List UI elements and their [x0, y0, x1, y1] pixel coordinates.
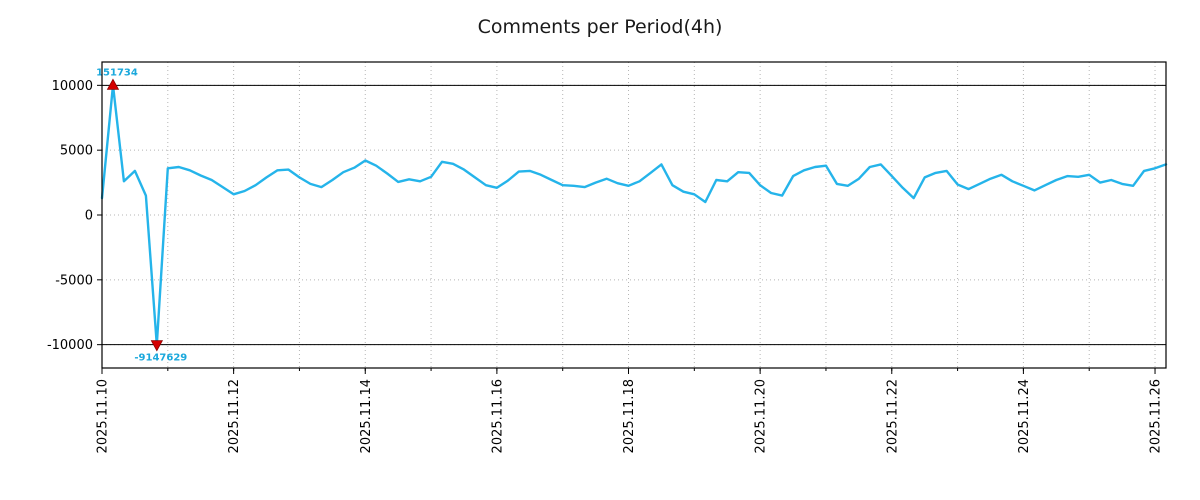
x-tick-label: 2025.11.16: [490, 379, 505, 453]
x-tick-label: 2025.11.18: [622, 379, 637, 453]
chart-title: Comments per Period(4h): [477, 16, 723, 38]
y-tick-label: 5000: [60, 144, 93, 159]
x-tick-label: 2025.11.22: [885, 379, 900, 453]
y-tick-label: 10000: [52, 79, 93, 94]
x-tick-label: 2025.11.12: [227, 379, 242, 453]
y-tick-label: -5000: [55, 273, 93, 288]
x-tick-label: 2025.11.26: [1149, 379, 1164, 453]
min-value-label: -9147629: [134, 353, 187, 364]
x-tick-label: 2025.11.20: [754, 379, 769, 453]
max-marker: [106, 78, 120, 90]
max-value-label: 151734: [96, 67, 138, 78]
x-tick-label: 2025.11.24: [1017, 379, 1032, 453]
x-tick-label: 2025.11.10: [96, 379, 111, 453]
series-line: [100, 84, 1168, 346]
y-tick-label: 0: [85, 209, 93, 224]
x-tick-label: 2025.11.14: [359, 379, 374, 453]
y-tick-label: -10000: [47, 338, 93, 353]
min-marker: [150, 340, 164, 352]
